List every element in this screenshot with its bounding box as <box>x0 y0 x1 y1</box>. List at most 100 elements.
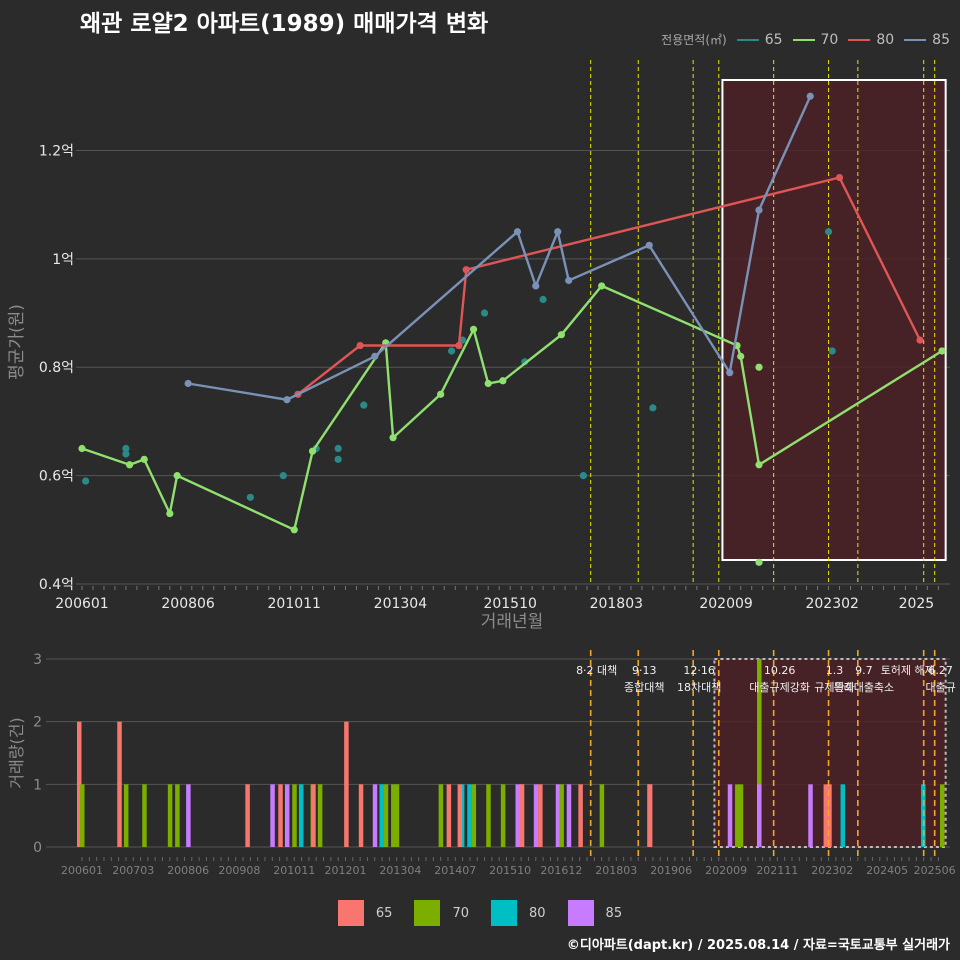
volume-legend-label-85: 85 <box>605 905 623 921</box>
volume-bar-70 <box>599 784 605 847</box>
price-point-65 <box>649 404 657 412</box>
price-point-70 <box>173 472 181 480</box>
volume-legend-item-85: 85 <box>567 900 623 926</box>
price-point-85 <box>554 228 562 236</box>
volume-bar-70 <box>940 784 945 847</box>
price-point-65 <box>828 347 836 355</box>
price-point-65 <box>480 309 489 317</box>
price-point-70 <box>290 526 298 534</box>
volume-policy-label: 10.26 <box>764 664 796 677</box>
volume-x-tick-label: 200703 <box>112 864 154 877</box>
price-x-tick-label: 200601 <box>55 596 108 612</box>
price-point-70 <box>484 379 492 388</box>
price-point-80 <box>462 266 470 274</box>
price-point-70 <box>598 282 606 290</box>
legend-item-65: 65 <box>736 31 783 48</box>
volume-bar-85 <box>284 784 290 847</box>
price-point-70 <box>166 509 174 518</box>
volume-bar-65 <box>823 784 829 847</box>
legend-label-65: 65 <box>764 31 783 48</box>
price-point-65 <box>279 472 287 480</box>
volume-bar-70 <box>292 784 297 847</box>
price-point-85 <box>645 241 653 249</box>
price-x-tick-label: 201803 <box>590 596 643 612</box>
price-x-tick-label: 2025 <box>899 596 935 612</box>
volume-bar-85 <box>515 784 520 847</box>
volume-x-tick-label: 200806 <box>167 864 209 877</box>
price-point-70 <box>938 347 946 355</box>
volume-policy-label: 18차대책 <box>677 681 721 694</box>
volume-bar-85 <box>757 784 762 847</box>
volume-bar-70 <box>142 784 147 847</box>
volume-bar-85 <box>566 784 572 847</box>
volume-y-tick-label: 1 <box>33 777 42 793</box>
volume-legend-swatch-70 <box>414 900 441 926</box>
volume-policy-label: 6.27 <box>928 664 953 677</box>
price-y-tick-label: 0.8억 <box>39 360 74 376</box>
volume-bar-80 <box>459 784 465 847</box>
volume-x-tick-label: 201510 <box>489 864 531 877</box>
price-x-axis-label: 거래년월 <box>481 612 544 632</box>
legend-line-70 <box>792 38 815 41</box>
price-y-tick-label: 0.4억 <box>39 577 74 593</box>
legend-line-85 <box>904 38 927 41</box>
volume-bar-80 <box>840 784 846 847</box>
price-point-85 <box>371 352 379 360</box>
price-x-tick-label: 201304 <box>374 596 428 612</box>
volume-bar-70 <box>80 784 85 847</box>
volume-policy-label: 규제완화 <box>814 681 854 694</box>
volume-x-tick-label: 201407 <box>434 864 476 877</box>
price-y-tick-label: 0.6억 <box>39 469 74 485</box>
volume-bar-85 <box>186 784 191 847</box>
price-point-70 <box>125 461 134 469</box>
volume-y-axis-label: 거래량(건) <box>7 717 26 788</box>
volume-bar-65 <box>245 784 250 847</box>
volume-bar-70 <box>757 659 762 847</box>
price-point-85 <box>184 379 192 388</box>
volume-x-tick-label: 202009 <box>705 864 747 877</box>
volume-bar-70 <box>438 784 444 847</box>
price-series-line-80 <box>297 176 922 396</box>
price-point-85 <box>532 282 540 290</box>
volume-bar-85 <box>270 784 275 847</box>
chart-title: 왜관 로얄2 아파트(1989) 매매가격 변화 <box>80 11 489 37</box>
volume-bar-70 <box>383 784 389 847</box>
legend-label-85: 85 <box>932 31 950 48</box>
price-point-70 <box>755 363 763 371</box>
price-point-65 <box>334 444 342 453</box>
price-point-70 <box>469 325 478 333</box>
volume-bar-85 <box>372 784 378 847</box>
volume-bar-65 <box>117 721 122 847</box>
volume-x-tick-label: 201304 <box>379 864 421 877</box>
price-point-70 <box>389 434 397 442</box>
volume-bar-65 <box>457 784 463 847</box>
volume-legend-item-80: 80 <box>491 900 546 926</box>
volume-bar-80 <box>298 784 304 847</box>
volume-x-tick-label: 201011 <box>273 864 315 877</box>
price-y-tick-label: 1억 <box>52 252 74 268</box>
volume-bar-70 <box>486 784 491 847</box>
price-highlight-range <box>721 79 947 561</box>
price-point-80 <box>455 341 463 350</box>
price-point-70 <box>737 352 745 360</box>
volume-legend-item-70: 70 <box>414 900 469 926</box>
legend-title: 전용면적(㎡) <box>661 33 727 47</box>
volume-policy-label: 특례대출축소 <box>833 681 894 694</box>
volume-bar-85 <box>533 784 539 847</box>
volume-policy-label: 12·16 <box>683 664 715 677</box>
volume-bar-65 <box>311 784 316 847</box>
price-point-70 <box>437 390 445 398</box>
price-point-85 <box>806 92 814 100</box>
volume-y-tick-label: 3 <box>33 652 42 668</box>
volume-policy-label: 9.7 <box>855 664 873 677</box>
price-point-65 <box>824 228 833 236</box>
legend-item-85: 85 <box>904 32 950 48</box>
volume-bar-70 <box>735 784 740 847</box>
area-legend: 전용면적(㎡) 65 70 80 85 <box>661 31 950 48</box>
price-point-65 <box>82 477 90 485</box>
volume-bar-85 <box>727 784 733 847</box>
legend-item-80: 80 <box>848 32 894 48</box>
volume-bar-65 <box>358 784 364 847</box>
volume-legend-label-70: 70 <box>452 905 469 921</box>
price-point-80 <box>916 336 924 344</box>
